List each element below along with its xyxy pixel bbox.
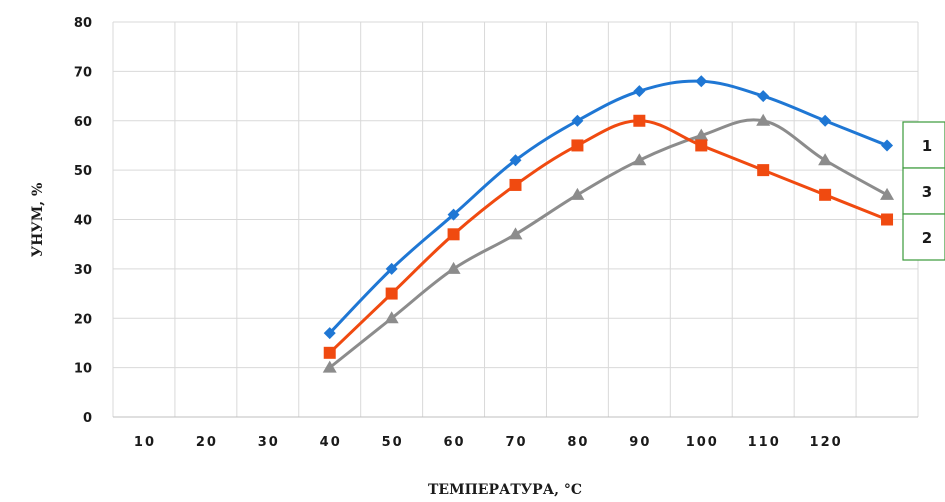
- series-2-point: [571, 139, 583, 151]
- y-tick-label: 30: [74, 263, 92, 278]
- end-label-text: 2: [922, 229, 932, 247]
- series-3-point: [570, 188, 584, 200]
- series-2-point: [819, 189, 831, 201]
- x-tick-label: 80: [567, 435, 589, 450]
- x-tick-label: 110: [748, 435, 781, 450]
- x-tick-label: 20: [196, 435, 218, 450]
- series-2-point: [633, 115, 645, 127]
- series-1-point: [881, 139, 893, 151]
- x-tick-label: 120: [810, 435, 843, 450]
- x-tick-label: 90: [629, 435, 651, 450]
- series-2-point: [757, 164, 769, 176]
- x-tick-label: 70: [505, 435, 527, 450]
- series-3-point: [509, 227, 523, 239]
- series-end-labels: 1 3 2: [903, 122, 945, 260]
- y-tick-label: 60: [74, 115, 92, 130]
- x-tick-label: 40: [320, 435, 342, 450]
- y-tick-label: 70: [74, 65, 92, 80]
- end-label-text: 1: [922, 137, 932, 155]
- y-tick-label: 0: [83, 411, 92, 426]
- series-2-point: [386, 288, 398, 300]
- y-axis-title: УНУМ, %: [30, 183, 46, 258]
- x-tick-label: 60: [444, 435, 466, 450]
- x-tick-label: 30: [258, 435, 280, 450]
- end-label-text: 3: [922, 183, 932, 201]
- series-1-point: [633, 85, 645, 97]
- series-1-point: [571, 115, 583, 127]
- x-tick-label: 100: [686, 435, 719, 450]
- y-tick-label: 20: [74, 312, 92, 327]
- grid-lines: [113, 22, 918, 417]
- series-2-point: [510, 179, 522, 191]
- y-tick-label: 50: [74, 164, 92, 179]
- series-2-point: [695, 139, 707, 151]
- series-3-point: [447, 262, 461, 274]
- x-axis-title: ТЕМПЕРАТУРА, °С: [428, 482, 582, 498]
- series-2-point: [324, 347, 336, 359]
- series-1-point: [819, 115, 831, 127]
- series-1-point: [695, 75, 707, 87]
- series-3-point: [818, 153, 832, 165]
- y-axis-ticks: 0 10 20 30 40 50 60 70 80: [74, 16, 92, 426]
- x-tick-label: 50: [382, 435, 404, 450]
- y-tick-label: 40: [74, 214, 92, 229]
- series-1-point: [757, 90, 769, 102]
- x-tick-label: 10: [134, 435, 156, 450]
- series-2-point: [881, 214, 893, 226]
- y-tick-label: 80: [74, 16, 92, 31]
- y-tick-label: 10: [74, 362, 92, 377]
- x-axis-ticks: 10 20 30 40 50 60 70 80 90 100 110 120: [134, 435, 843, 450]
- series-2-point: [448, 228, 460, 240]
